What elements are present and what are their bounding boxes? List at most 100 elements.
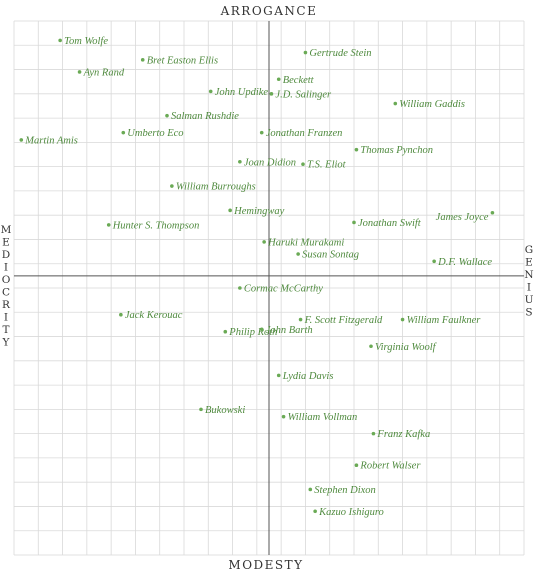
data-point: D.F. Wallace bbox=[432, 257, 492, 268]
point-label: Bukowski bbox=[205, 405, 245, 416]
point-marker bbox=[238, 159, 242, 164]
data-point: Bret Easton Ellis bbox=[140, 55, 218, 66]
point-marker bbox=[490, 210, 495, 215]
axis-label-letter: G bbox=[525, 244, 533, 256]
data-point: T.S. Eliot bbox=[301, 160, 347, 171]
point-marker bbox=[371, 431, 376, 436]
data-point: Ayn Rand bbox=[77, 67, 125, 78]
point-label: Gertrude Stein bbox=[309, 48, 371, 59]
point-marker bbox=[208, 89, 213, 94]
data-point: Umberto Eco bbox=[121, 128, 184, 139]
axis-label-letter: I bbox=[4, 311, 8, 323]
point-marker bbox=[262, 240, 266, 244]
axis-label-letter: I bbox=[527, 281, 531, 293]
data-point: Jonathan Franzen bbox=[259, 128, 342, 139]
point-label: Salman Rushdie bbox=[171, 111, 239, 122]
point-marker bbox=[259, 327, 264, 332]
point-label: John Barth bbox=[266, 325, 313, 336]
data-point: Jack Kerouac bbox=[119, 310, 183, 321]
point-label: D.F. Wallace bbox=[437, 257, 492, 268]
point-label: Jonathan Swift bbox=[358, 218, 422, 229]
axis-label-top: ARROGANCE bbox=[220, 4, 318, 18]
axis-label-letter: R bbox=[2, 299, 11, 311]
data-point: Bukowski bbox=[199, 405, 245, 416]
data-point: Gertrude Stein bbox=[303, 48, 372, 59]
point-label: F. Scott Fitzgerald bbox=[304, 315, 383, 326]
point-marker bbox=[269, 92, 274, 96]
point-marker bbox=[19, 138, 24, 142]
point-label: William Faulkner bbox=[407, 315, 482, 326]
data-point: John Barth bbox=[259, 325, 313, 336]
point-marker bbox=[400, 317, 405, 322]
data-point: Tom Wolfe bbox=[58, 36, 108, 47]
point-label: Hunter S. Thompson bbox=[112, 220, 200, 231]
point-marker bbox=[281, 414, 286, 419]
point-marker bbox=[121, 130, 126, 135]
point-label: William Vollman bbox=[288, 412, 358, 423]
point-label: Joan Didion bbox=[244, 157, 296, 168]
point-marker bbox=[354, 463, 359, 467]
point-label: Susan Sontag bbox=[302, 250, 359, 261]
point-marker bbox=[313, 509, 317, 514]
point-marker bbox=[58, 38, 62, 43]
data-point: Hemingway bbox=[228, 206, 285, 217]
point-label: Martin Amis bbox=[24, 135, 78, 146]
point-label: William Burroughs bbox=[176, 182, 256, 193]
data-point: Philip Roth bbox=[223, 327, 277, 338]
axis-label-letter: N bbox=[524, 269, 533, 281]
point-label: Bret Easton Ellis bbox=[147, 55, 218, 66]
data-point: William Burroughs bbox=[170, 182, 256, 193]
point-label: James Joyce bbox=[436, 212, 489, 223]
point-marker bbox=[298, 317, 303, 322]
points: Tom Wolfe Bret Easton Ellis Ayn Rand Gertru… bbox=[19, 36, 495, 518]
point-label: Haruki Murakami bbox=[267, 237, 344, 248]
data-point: Beckett bbox=[276, 75, 315, 86]
point-marker bbox=[276, 373, 281, 378]
point-marker bbox=[308, 487, 313, 492]
data-point: Robert Walser bbox=[354, 461, 421, 472]
point-marker bbox=[106, 223, 111, 227]
point-marker bbox=[140, 58, 145, 62]
point-marker bbox=[303, 50, 308, 55]
data-point: Salman Rushdie bbox=[165, 111, 239, 122]
point-marker bbox=[228, 208, 232, 213]
point-label: Tom Wolfe bbox=[64, 36, 108, 47]
point-label: Virginia Woolf bbox=[375, 342, 438, 353]
point-marker bbox=[238, 286, 242, 290]
data-point: James Joyce bbox=[436, 210, 495, 223]
data-point: William Faulkner bbox=[400, 315, 482, 326]
point-marker bbox=[301, 162, 305, 167]
point-marker bbox=[276, 77, 281, 82]
point-label: Thomas Pynchon bbox=[360, 145, 433, 156]
point-marker bbox=[369, 344, 373, 349]
point-marker bbox=[119, 312, 123, 317]
data-point: Lydia Davis bbox=[276, 371, 334, 382]
data-point: William Gaddis bbox=[393, 99, 465, 110]
point-marker bbox=[432, 259, 436, 264]
axes bbox=[14, 21, 524, 555]
point-label: Umberto Eco bbox=[127, 128, 183, 139]
point-label: J.D. Salinger bbox=[275, 89, 332, 100]
data-point: Franz Kafka bbox=[371, 429, 430, 440]
axis-label-letter: T bbox=[2, 324, 9, 336]
point-label: Lydia Davis bbox=[282, 371, 334, 382]
point-label: Jack Kerouac bbox=[125, 310, 183, 321]
data-point: Martin Amis bbox=[19, 135, 78, 146]
axis-label-letter: C bbox=[2, 286, 10, 298]
axis-label-letter: E bbox=[525, 256, 533, 268]
point-marker bbox=[354, 147, 359, 152]
point-label: William Gaddis bbox=[399, 99, 465, 110]
data-point: Thomas Pynchon bbox=[354, 145, 433, 156]
point-label: Robert Walser bbox=[359, 461, 421, 472]
point-marker bbox=[199, 407, 203, 412]
data-point: John Updike bbox=[208, 87, 268, 98]
data-point: William Vollman bbox=[281, 412, 358, 423]
data-point: Virginia Woolf bbox=[369, 342, 438, 353]
point-marker bbox=[259, 130, 264, 135]
data-point: Kazuo Ishiguro bbox=[313, 507, 384, 518]
axis-label-letter: E bbox=[2, 236, 10, 248]
point-label: Philip Roth bbox=[228, 327, 277, 338]
point-label: Kazuo Ishiguro bbox=[318, 507, 384, 518]
axis-label-letter: S bbox=[525, 306, 532, 318]
